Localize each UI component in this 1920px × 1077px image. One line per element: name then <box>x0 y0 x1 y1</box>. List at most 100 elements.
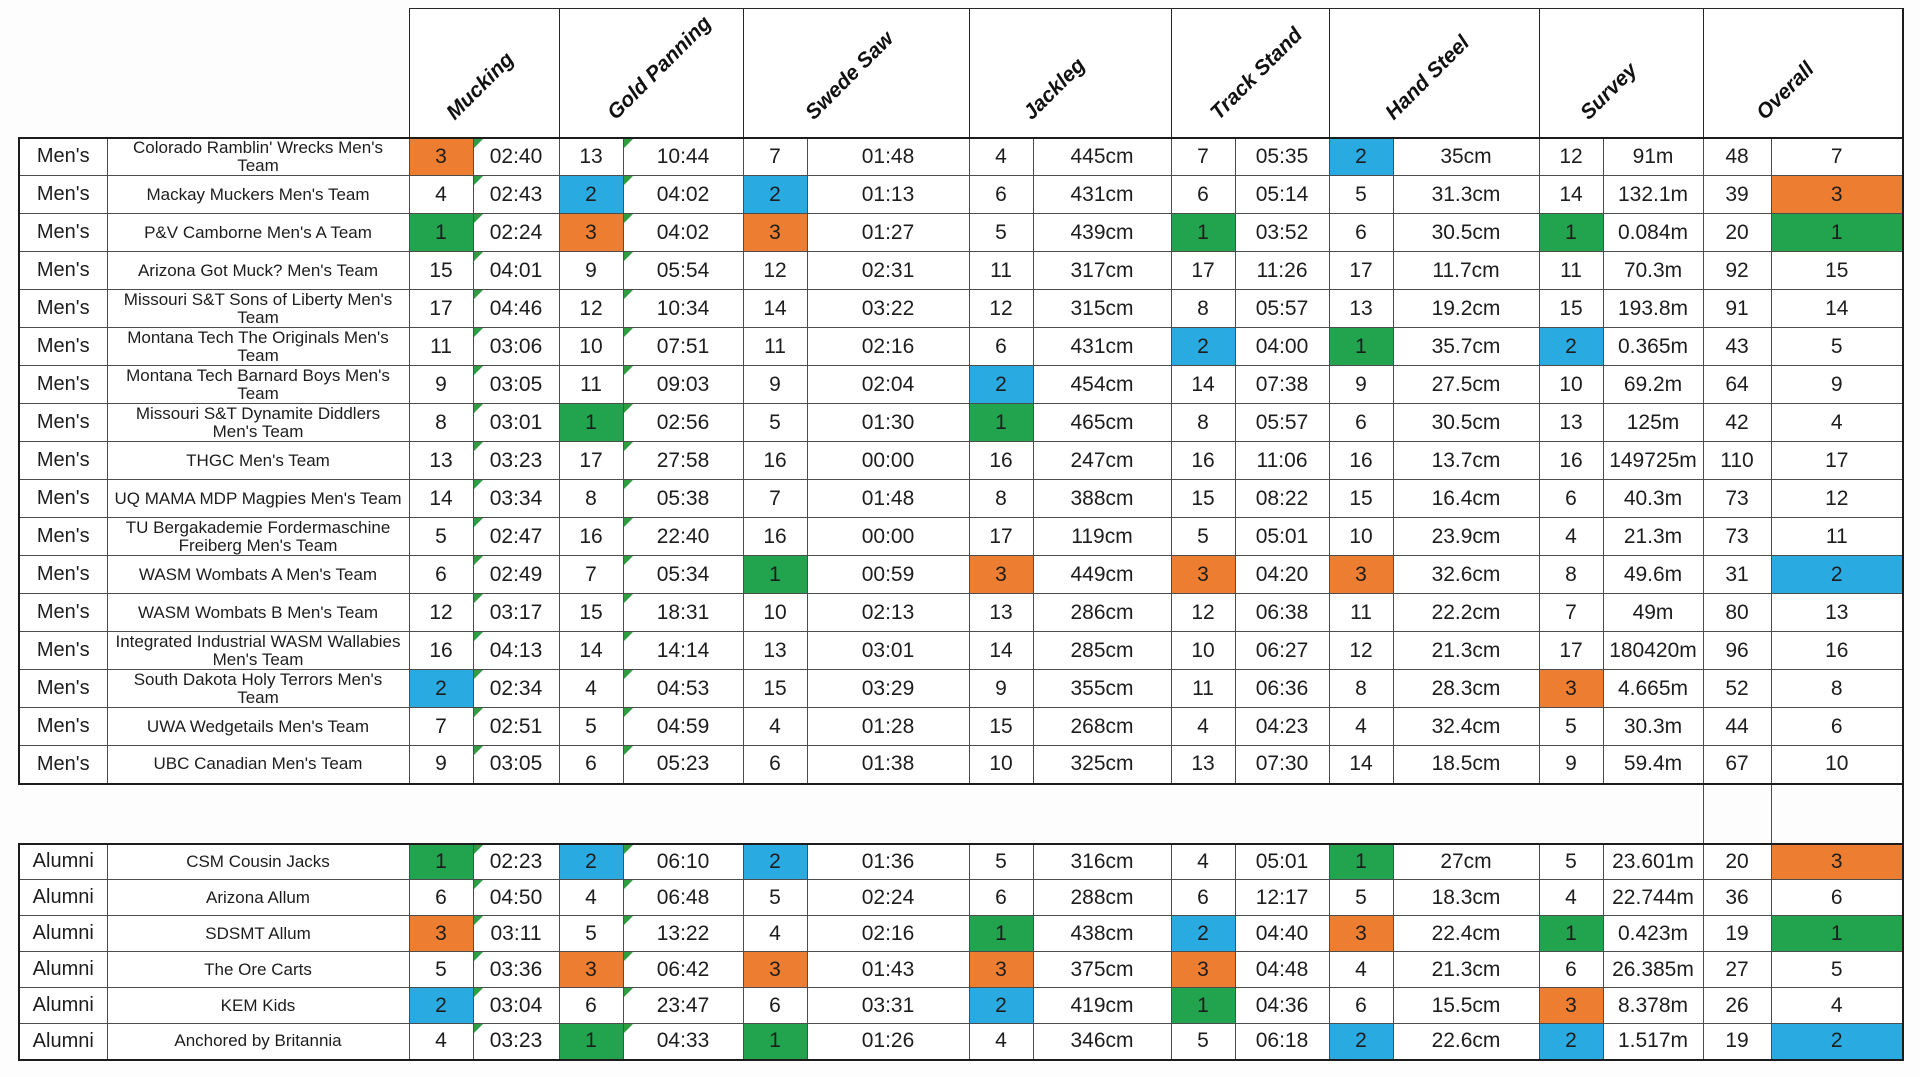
event-rank-cell[interactable]: 3 <box>1538 669 1604 708</box>
category-cell[interactable]: Men's <box>18 593 108 632</box>
event-result-cell[interactable]: 465cm <box>1032 403 1172 442</box>
overall-rank-cell[interactable]: 2 <box>1770 1023 1904 1061</box>
event-rank-cell[interactable]: 9 <box>558 251 624 290</box>
event-rank-cell[interactable]: 16 <box>1538 441 1604 480</box>
event-rank-cell[interactable]: 2 <box>1538 327 1604 366</box>
event-rank-cell[interactable]: 12 <box>742 251 808 290</box>
event-result-cell[interactable]: 18.3cm <box>1392 879 1540 916</box>
event-result-cell[interactable]: 35.7cm <box>1392 327 1540 366</box>
event-result-cell[interactable]: 22.744m <box>1602 879 1704 916</box>
category-cell[interactable]: Men's <box>18 136 108 176</box>
overall-rank-cell[interactable]: 3 <box>1770 175 1904 214</box>
overall-rank-cell[interactable]: 4 <box>1770 987 1904 1024</box>
team-cell[interactable]: WASM Wombats B Men's Team <box>106 593 410 632</box>
event-result-cell[interactable]: 119cm <box>1032 517 1172 556</box>
event-rank-cell[interactable]: 4 <box>1170 707 1236 746</box>
event-rank-cell[interactable]: 6 <box>408 555 474 594</box>
event-result-cell[interactable]: 08:22 <box>1234 479 1330 518</box>
event-result-cell[interactable]: 09:03 <box>622 365 744 404</box>
event-result-cell[interactable]: 01:43 <box>806 951 970 988</box>
event-rank-cell[interactable]: 9 <box>1538 745 1604 785</box>
overall-points-cell[interactable]: 44 <box>1702 707 1772 746</box>
event-result-cell[interactable]: 01:48 <box>806 136 970 176</box>
event-rank-cell[interactable]: 2 <box>1328 1023 1394 1061</box>
event-rank-cell[interactable]: 6 <box>558 987 624 1024</box>
team-cell[interactable]: SDSMT Allum <box>106 915 410 952</box>
event-rank-cell[interactable]: 15 <box>558 593 624 632</box>
team-cell[interactable]: Integrated Industrial WASM Wallabies Men… <box>106 631 410 670</box>
team-cell[interactable]: P&V Camborne Men's A Team <box>106 213 410 252</box>
event-rank-cell[interactable]: 9 <box>408 745 474 785</box>
event-result-cell[interactable]: 07:38 <box>1234 365 1330 404</box>
category-cell[interactable]: Men's <box>18 441 108 480</box>
event-rank-cell[interactable]: 1 <box>968 915 1034 952</box>
event-rank-cell[interactable]: 4 <box>1538 517 1604 556</box>
event-rank-cell[interactable]: 5 <box>1328 879 1394 916</box>
overall-rank-cell[interactable]: 6 <box>1770 707 1904 746</box>
event-rank-cell[interactable]: 1 <box>742 555 808 594</box>
event-rank-cell[interactable]: 4 <box>1328 707 1394 746</box>
event-rank-cell[interactable]: 7 <box>408 707 474 746</box>
category-cell[interactable]: Men's <box>18 365 108 404</box>
event-result-cell[interactable]: 02:31 <box>806 251 970 290</box>
event-result-cell[interactable]: 03:01 <box>806 631 970 670</box>
event-rank-cell[interactable]: 15 <box>1328 479 1394 518</box>
event-result-cell[interactable]: 05:34 <box>622 555 744 594</box>
event-result-cell[interactable]: 03:36 <box>472 951 560 988</box>
event-result-cell[interactable]: 04:48 <box>1234 951 1330 988</box>
event-rank-cell[interactable]: 3 <box>558 951 624 988</box>
event-rank-cell[interactable]: 7 <box>558 555 624 594</box>
event-rank-cell[interactable]: 5 <box>968 213 1034 252</box>
overall-rank-cell[interactable]: 11 <box>1770 517 1904 556</box>
event-result-cell[interactable]: 01:38 <box>806 745 970 785</box>
event-result-cell[interactable]: 11.7cm <box>1392 251 1540 290</box>
team-cell[interactable]: KEM Kids <box>106 987 410 1024</box>
overall-points-cell[interactable]: 26 <box>1702 987 1772 1024</box>
event-rank-cell[interactable]: 4 <box>558 669 624 708</box>
event-result-cell[interactable]: 125m <box>1602 403 1704 442</box>
event-rank-cell[interactable]: 16 <box>558 517 624 556</box>
event-rank-cell[interactable]: 16 <box>1328 441 1394 480</box>
team-cell[interactable]: UQ MAMA MDP Magpies Men's Team <box>106 479 410 518</box>
event-rank-cell[interactable]: 3 <box>1328 915 1394 952</box>
event-result-cell[interactable]: 10:44 <box>622 136 744 176</box>
event-result-cell[interactable]: 0.423m <box>1602 915 1704 952</box>
event-rank-cell[interactable]: 7 <box>1538 593 1604 632</box>
overall-points-cell[interactable]: 39 <box>1702 175 1772 214</box>
event-rank-cell[interactable]: 15 <box>968 707 1034 746</box>
event-rank-cell[interactable]: 13 <box>1538 403 1604 442</box>
overall-points-cell[interactable]: 91 <box>1702 289 1772 328</box>
event-rank-cell[interactable]: 3 <box>408 915 474 952</box>
event-rank-cell[interactable]: 8 <box>408 403 474 442</box>
overall-points-cell[interactable]: 42 <box>1702 403 1772 442</box>
event-result-cell[interactable]: 132.1m <box>1602 175 1704 214</box>
event-rank-cell[interactable]: 11 <box>742 327 808 366</box>
event-result-cell[interactable]: 317cm <box>1032 251 1172 290</box>
event-result-cell[interactable]: 05:54 <box>622 251 744 290</box>
event-result-cell[interactable]: 03:31 <box>806 987 970 1024</box>
event-result-cell[interactable]: 01:13 <box>806 175 970 214</box>
event-rank-cell[interactable]: 2 <box>742 175 808 214</box>
event-result-cell[interactable]: 247cm <box>1032 441 1172 480</box>
category-cell[interactable]: Men's <box>18 669 108 708</box>
category-cell[interactable]: Men's <box>18 327 108 366</box>
event-rank-cell[interactable]: 5 <box>1328 175 1394 214</box>
event-rank-cell[interactable]: 4 <box>408 175 474 214</box>
event-result-cell[interactable]: 01:36 <box>806 842 970 880</box>
event-rank-cell[interactable]: 11 <box>1538 251 1604 290</box>
event-rank-cell[interactable]: 16 <box>408 631 474 670</box>
event-rank-cell[interactable]: 11 <box>1170 669 1236 708</box>
event-result-cell[interactable]: 04:02 <box>622 213 744 252</box>
event-rank-cell[interactable]: 3 <box>1538 987 1604 1024</box>
team-cell[interactable]: CSM Cousin Jacks <box>106 842 410 880</box>
category-cell[interactable]: Men's <box>18 745 108 785</box>
event-result-cell[interactable]: 03:05 <box>472 745 560 785</box>
event-rank-cell[interactable]: 12 <box>408 593 474 632</box>
team-cell[interactable]: Colorado Ramblin' Wrecks Men's Team <box>106 136 410 176</box>
event-rank-cell[interactable]: 5 <box>1170 1023 1236 1061</box>
event-rank-cell[interactable]: 10 <box>968 745 1034 785</box>
event-rank-cell[interactable]: 12 <box>968 289 1034 328</box>
event-rank-cell[interactable]: 2 <box>1328 136 1394 176</box>
event-result-cell[interactable]: 69.2m <box>1602 365 1704 404</box>
event-rank-cell[interactable]: 7 <box>742 136 808 176</box>
